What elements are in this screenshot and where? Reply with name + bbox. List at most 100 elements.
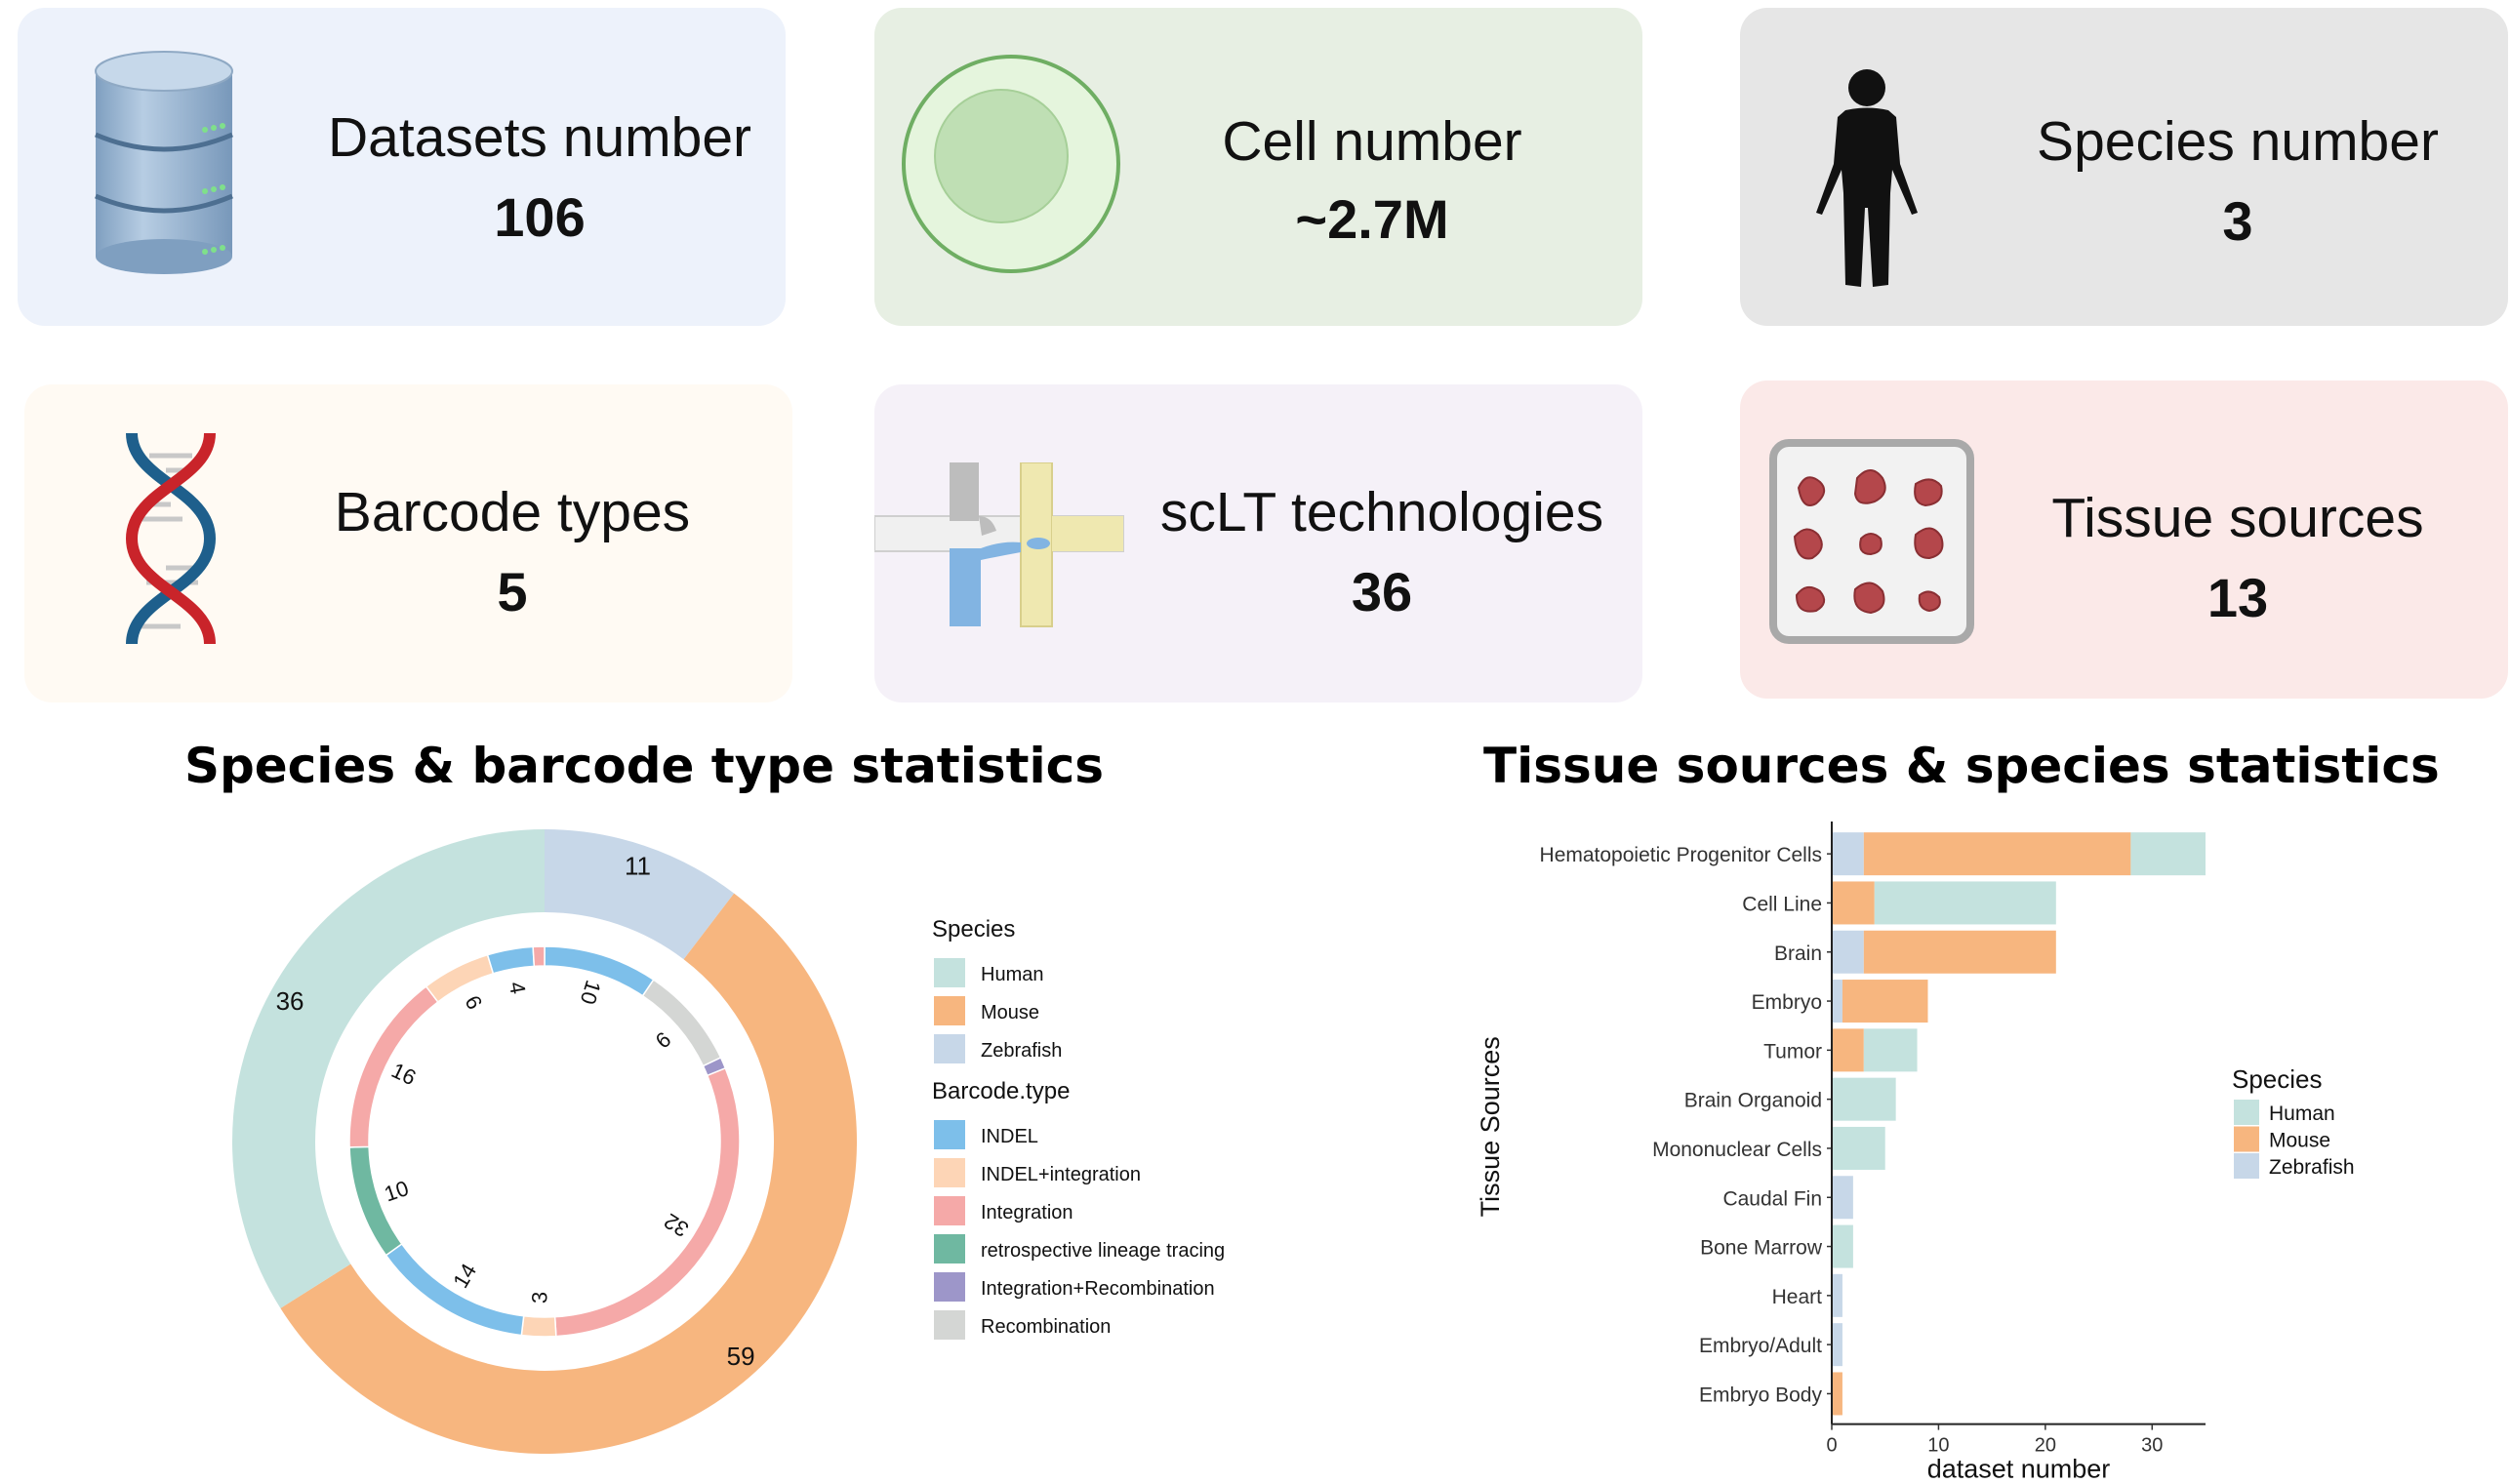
dna-icon [125,432,217,645]
sclt-value: 36 [1351,561,1413,622]
x-tick-label: 20 [2035,1435,2056,1457]
bar-segment-human [1863,1028,1918,1072]
inner-slice-indel-integration [520,1314,557,1338]
barcode-legend-title: Barcode.type [932,1078,1070,1104]
legend-label: Mouse [2269,1130,2330,1152]
barcode-title: Barcode types [334,481,691,543]
outer-slice-mouse [280,893,857,1454]
cells-title: Cell number [1222,110,1522,173]
outer-slice-label: 36 [276,986,304,1016]
y-tick-label: Cell Line [1742,893,1822,915]
legend-swatch [934,1120,965,1149]
legend-label: Human [2269,1103,2335,1125]
database-icon [95,51,233,274]
inner-slice-indel [385,1242,525,1337]
bar-segment-zebrafish [1832,980,1842,1023]
microfluidics-icon [874,462,1124,627]
y-tick-label: Caudal Fin [1722,1187,1822,1210]
y-tick-label: Mononuclear Cells [1652,1139,1822,1161]
human-silhouette-icon [1816,69,1918,287]
x-tick-label: 30 [2141,1435,2163,1457]
legend-swatch [934,1234,965,1263]
bar-segment-zebrafish [1832,930,1864,974]
bar-legend-title: Species [2232,1064,2323,1094]
bar-segment-zebrafish [1832,832,1864,876]
inner-slice-label: 10 [576,978,606,1008]
bar-segment-human [1832,1077,1896,1121]
inner-slice-label: 14 [448,1260,481,1293]
species-legend-title: Species [932,916,1015,943]
bar-segment-mouse [1832,881,1875,925]
bar-segment-mouse [1832,1028,1864,1072]
y-tick-label: Brain [1774,943,1822,965]
donut-chart-title: Species & barcode type statistics [183,738,1105,794]
cells-card: Cell number ~2.7M [874,8,1642,326]
inner-slice-label: 3 [527,1291,551,1304]
x-tick-label: 0 [1826,1435,1837,1457]
x-tick-label: 10 [1927,1435,1949,1457]
x-axis-label: dataset number [1927,1455,2111,1483]
bar-chart-title: Tissue sources & species statistics [1483,738,2440,794]
tissue-title: Tissue sources [2051,487,2424,549]
tissue-plate-icon [1769,439,1974,644]
tissue-species-bar-chart: Hematopoietic Progenitor Cells Cell Line B… [1476,822,2355,1483]
bar-segment-mouse [1863,832,2131,876]
outer-slice-label: 11 [625,852,651,881]
legend-label: Integration+Recombination [981,1278,1215,1300]
bar-segment-zebrafish [1832,1323,1842,1367]
legend-label: Human [981,964,1043,985]
tissue-value: 13 [2206,567,2269,628]
species-barcode-donut-chart: 11 59 36 10 9 32 3 14 10 16 6 4 Species Human Mouse Ze… [231,829,1225,1454]
y-tick-label: Tumor [1763,1040,1822,1063]
inner-slice-recombination [641,979,722,1067]
sclt-card: scLT technologies 36 [874,384,1642,702]
inner-slice-label: 32 [660,1209,693,1242]
bar-segment-mouse [1832,1372,1842,1416]
outer-slice-label: 59 [727,1342,755,1371]
y-tick-label: Bone Marrow [1700,1237,1823,1260]
species-value: 3 [2222,190,2253,252]
bar-segment-mouse [1863,930,2056,974]
outer-slice-zebrafish [545,829,735,960]
barcode-value: 5 [497,561,528,622]
legend-label: INDEL+integration [981,1164,1141,1185]
y-tick-label: Embryo [1752,991,1822,1014]
datasets-title: Datasets number [327,106,752,169]
legend-label: Recombination [981,1316,1111,1338]
legend-swatch [934,1310,965,1340]
legend-label: Integration [981,1202,1073,1223]
inner-slice-label: 4 [505,980,531,995]
tissue-card: Tissue sources 13 [1740,381,2508,699]
y-tick-label: Embryo Body [1699,1384,1823,1406]
inner-slice-label: 9 [651,1026,676,1053]
y-tick-label: Heart [1772,1286,1823,1308]
legend-label: INDEL [981,1126,1038,1147]
bar-segment-human [1874,881,2056,925]
inner-slice-label: 10 [382,1176,412,1207]
legend-swatch [934,1034,965,1063]
inner-slice-integration [553,1066,741,1338]
legend-swatch [934,996,965,1025]
legend-label: Zebrafish [981,1040,1062,1062]
legend-swatch [934,1272,965,1302]
legend-swatch [934,1196,965,1225]
bar-segment-zebrafish [1832,1273,1842,1317]
cell-icon [902,55,1120,273]
inner-slice-integration [532,945,546,968]
bar-segment-human [1832,1126,1885,1170]
inner-slice-label: 6 [460,991,487,1013]
legend-swatch [2234,1126,2259,1152]
outer-slice-human [231,829,545,1308]
legend-swatch [934,1158,965,1187]
legend-label: Zebrafish [2269,1156,2355,1179]
inner-slice-indel [486,945,536,975]
y-tick-label: Brain Organoid [1684,1090,1822,1112]
datasets-value: 106 [494,186,586,248]
legend-label: retrospective lineage tracing [981,1240,1225,1262]
legend-swatch [934,958,965,987]
cells-value: ~2.7M [1295,188,1449,250]
species-title: Species number [2037,110,2439,173]
bar-segment-mouse [1842,980,1928,1023]
species-card: Species number 3 [1740,8,2508,326]
bar-segment-human [2130,832,2206,876]
